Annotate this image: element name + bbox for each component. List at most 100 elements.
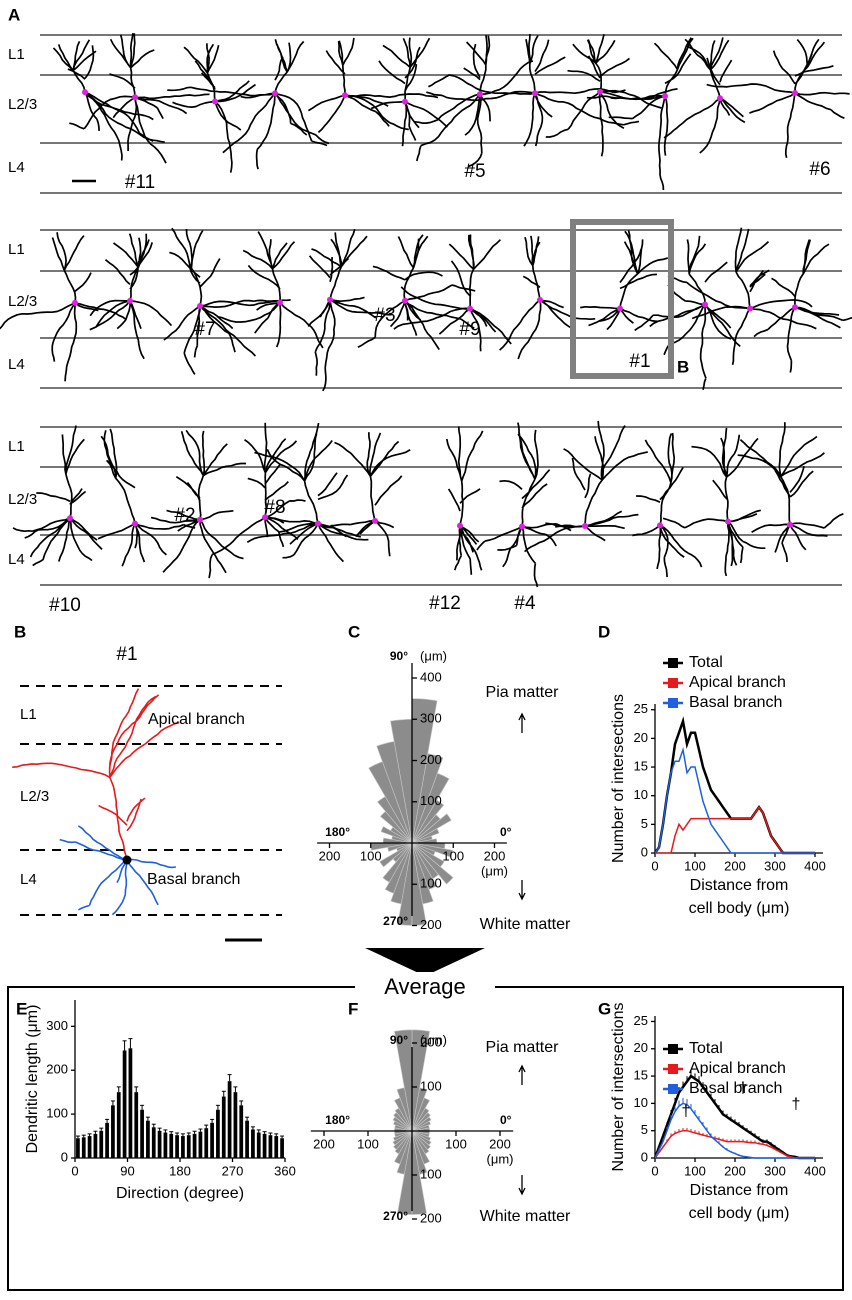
soma <box>315 520 321 527</box>
legend-label: Basal branch <box>689 694 782 711</box>
y-tick-label: 5 <box>641 1122 648 1137</box>
soma <box>82 89 88 96</box>
cell-label: #1 <box>116 644 137 665</box>
y-tick-label: 10 <box>634 787 648 802</box>
basal-dendrite <box>370 100 448 147</box>
apical-dendrite <box>372 234 443 301</box>
layer-label: L1 <box>8 46 25 63</box>
apical-dendrite <box>169 227 221 307</box>
tick-label: 300 <box>420 711 442 726</box>
bar <box>140 1109 144 1158</box>
bar <box>198 1131 203 1158</box>
basal-dendrite <box>357 284 476 351</box>
apical-dendrite <box>499 422 551 527</box>
tick-label: 100 <box>420 1078 442 1093</box>
series-line <box>654 746 815 854</box>
average-label: Average <box>384 974 466 999</box>
series-line <box>654 1129 815 1159</box>
basal-dendrite <box>580 305 658 331</box>
highlight-box <box>570 219 674 379</box>
panel-label: C <box>348 622 360 641</box>
legend-marker <box>668 1044 678 1054</box>
apical-dendrite <box>563 420 649 527</box>
basal-dendrite <box>12 517 103 567</box>
basal-dendrite <box>307 93 439 133</box>
unit-label: (μm) <box>481 863 508 878</box>
angle-label: 0° <box>500 825 512 839</box>
layer-label: L1 <box>8 241 25 258</box>
cell-label: #1 <box>629 351 650 372</box>
basal-dendrite <box>453 525 483 575</box>
tick-label: 200 <box>319 848 341 863</box>
soma <box>342 92 348 99</box>
soma <box>532 90 538 97</box>
bar <box>122 1050 127 1158</box>
layer-label: L2/3 <box>8 491 37 508</box>
apical-dendrite <box>448 234 501 309</box>
basal-dendrite <box>414 60 534 168</box>
angle-label: 0° <box>500 1113 512 1127</box>
tick-label: 200 <box>313 1136 335 1151</box>
soma <box>402 297 408 304</box>
soma <box>582 523 588 530</box>
apical-dendrite <box>771 239 830 308</box>
bar <box>262 1133 267 1158</box>
rose-wedge <box>411 842 445 868</box>
y-tick-label: 20 <box>634 1040 648 1055</box>
tick-label: 100 <box>420 1166 442 1181</box>
arrow <box>518 1064 526 1085</box>
soma <box>457 522 463 529</box>
x-tick-label: 400 <box>804 1163 826 1178</box>
bar <box>280 1138 284 1158</box>
tick-label: 100 <box>442 848 464 863</box>
apical-dendrite <box>334 432 411 521</box>
bar <box>221 1096 226 1158</box>
legend-marker <box>668 678 678 688</box>
soma <box>372 517 378 524</box>
y-tick-label: 0 <box>641 1149 648 1164</box>
soma <box>617 305 623 312</box>
tick-label: 200 <box>489 1136 511 1151</box>
apical-dendrite <box>445 426 484 526</box>
rose-wedge <box>376 741 413 844</box>
basal-dendrite <box>753 306 852 373</box>
legend-label: Apical branch <box>689 1060 786 1077</box>
apical-dendrite <box>619 230 669 309</box>
annotation: † <box>739 1080 748 1097</box>
rose-wedge <box>379 810 413 844</box>
basal-dendrite <box>167 86 330 170</box>
basal-dendrite <box>150 509 244 574</box>
legend-marker <box>668 698 678 708</box>
x-tick-label: 360 <box>274 1163 296 1178</box>
y-tick-label: 5 <box>641 816 648 831</box>
x-tick-label: 0 <box>651 858 658 873</box>
bar <box>81 1137 86 1158</box>
layer-label: L2/3 <box>8 96 37 113</box>
y-tick-label: 20 <box>634 730 648 745</box>
arrow <box>518 712 526 733</box>
bar <box>204 1128 209 1158</box>
tick-label: 200 <box>420 1034 442 1049</box>
soma <box>197 303 203 310</box>
soma <box>477 91 483 98</box>
basal-dendrite <box>246 522 369 563</box>
basal-dendrite <box>586 94 669 191</box>
arrow <box>518 880 526 901</box>
bar <box>181 1136 185 1158</box>
x-axis-label: Distance from <box>690 877 789 894</box>
soma <box>725 518 731 525</box>
basal-dendrite <box>662 509 766 577</box>
soma <box>272 90 278 97</box>
rose-wedge <box>411 842 438 890</box>
x-tick-label: 0 <box>71 1163 78 1178</box>
tick-label: 100 <box>357 1136 379 1151</box>
apical-dendrite <box>772 38 834 94</box>
rose-wedge <box>411 1130 432 1146</box>
bar <box>216 1109 220 1158</box>
x-tick-label: 100 <box>684 858 706 873</box>
rose-wedge <box>379 842 413 868</box>
tick-label: 200 <box>484 848 506 863</box>
x-tick-label: 300 <box>764 1163 786 1178</box>
apical-dendrite <box>175 429 246 520</box>
